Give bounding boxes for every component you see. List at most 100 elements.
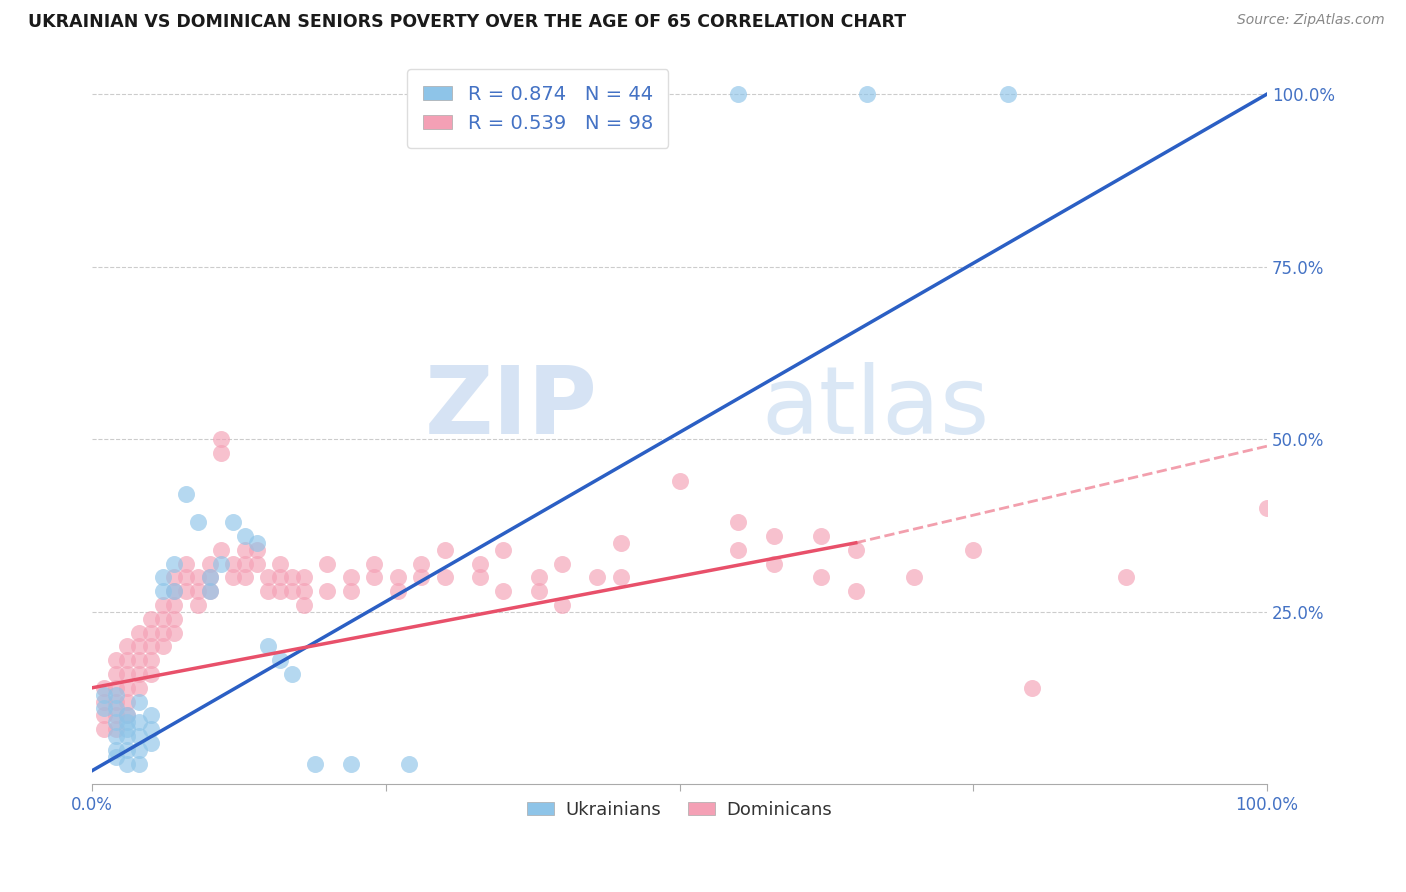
Point [304, 756, 326, 771]
Point [233, 529, 256, 543]
Point [152, 584, 174, 599]
Text: UKRAINIAN VS DOMINICAN SENIORS POVERTY OVER THE AGE OF 65 CORRELATION CHART: UKRAINIAN VS DOMINICAN SENIORS POVERTY O… [28, 13, 907, 31]
Point [269, 557, 291, 571]
Point [727, 515, 749, 529]
Point [163, 584, 186, 599]
Point [128, 756, 150, 771]
Point [387, 584, 409, 599]
Point [527, 570, 550, 584]
Point [128, 743, 150, 757]
Point [128, 695, 150, 709]
Point [152, 570, 174, 584]
Point [187, 584, 209, 599]
Point [257, 640, 280, 654]
Point [117, 708, 139, 723]
Point [93, 722, 115, 736]
Point [810, 529, 832, 543]
Point [292, 570, 315, 584]
Point [845, 584, 868, 599]
Point [128, 653, 150, 667]
Point [139, 708, 162, 723]
Point [93, 701, 115, 715]
Point [727, 542, 749, 557]
Point [198, 557, 221, 571]
Point [163, 570, 186, 584]
Point [93, 708, 115, 723]
Point [292, 584, 315, 599]
Point [269, 584, 291, 599]
Point [1256, 501, 1278, 516]
Point [856, 87, 879, 102]
Point [387, 570, 409, 584]
Point [152, 625, 174, 640]
Point [104, 722, 127, 736]
Text: atlas: atlas [762, 361, 990, 453]
Point [363, 570, 385, 584]
Point [246, 557, 269, 571]
Point [903, 570, 925, 584]
Point [104, 653, 127, 667]
Point [117, 653, 139, 667]
Point [104, 688, 127, 702]
Point [117, 667, 139, 681]
Point [187, 570, 209, 584]
Point [292, 598, 315, 612]
Point [163, 584, 186, 599]
Point [281, 570, 304, 584]
Point [174, 557, 197, 571]
Point [104, 749, 127, 764]
Point [104, 681, 127, 695]
Point [139, 667, 162, 681]
Point [104, 667, 127, 681]
Point [492, 584, 515, 599]
Point [610, 570, 633, 584]
Point [492, 542, 515, 557]
Point [411, 570, 433, 584]
Legend: Ukrainians, Dominicans: Ukrainians, Dominicans [520, 794, 839, 826]
Point [187, 598, 209, 612]
Point [209, 557, 232, 571]
Point [163, 598, 186, 612]
Point [174, 584, 197, 599]
Point [128, 625, 150, 640]
Point [93, 681, 115, 695]
Point [128, 715, 150, 730]
Point [610, 536, 633, 550]
Point [222, 570, 245, 584]
Point [257, 584, 280, 599]
Point [117, 756, 139, 771]
Point [93, 695, 115, 709]
Point [269, 653, 291, 667]
Point [269, 570, 291, 584]
Point [209, 432, 232, 446]
Point [139, 736, 162, 750]
Point [246, 542, 269, 557]
Point [198, 570, 221, 584]
Point [1021, 681, 1043, 695]
Point [962, 542, 984, 557]
Point [810, 570, 832, 584]
Point [139, 640, 162, 654]
Point [845, 542, 868, 557]
Point [246, 536, 269, 550]
Point [668, 474, 690, 488]
Point [104, 715, 127, 730]
Point [104, 729, 127, 743]
Point [233, 557, 256, 571]
Point [139, 625, 162, 640]
Point [363, 557, 385, 571]
Point [104, 708, 127, 723]
Point [222, 557, 245, 571]
Point [762, 557, 785, 571]
Point [128, 667, 150, 681]
Point [174, 487, 197, 501]
Point [316, 584, 339, 599]
Text: Source: ZipAtlas.com: Source: ZipAtlas.com [1237, 13, 1385, 28]
Point [93, 688, 115, 702]
Point [762, 529, 785, 543]
Point [139, 722, 162, 736]
Point [198, 570, 221, 584]
Point [104, 743, 127, 757]
Point [117, 681, 139, 695]
Point [411, 557, 433, 571]
